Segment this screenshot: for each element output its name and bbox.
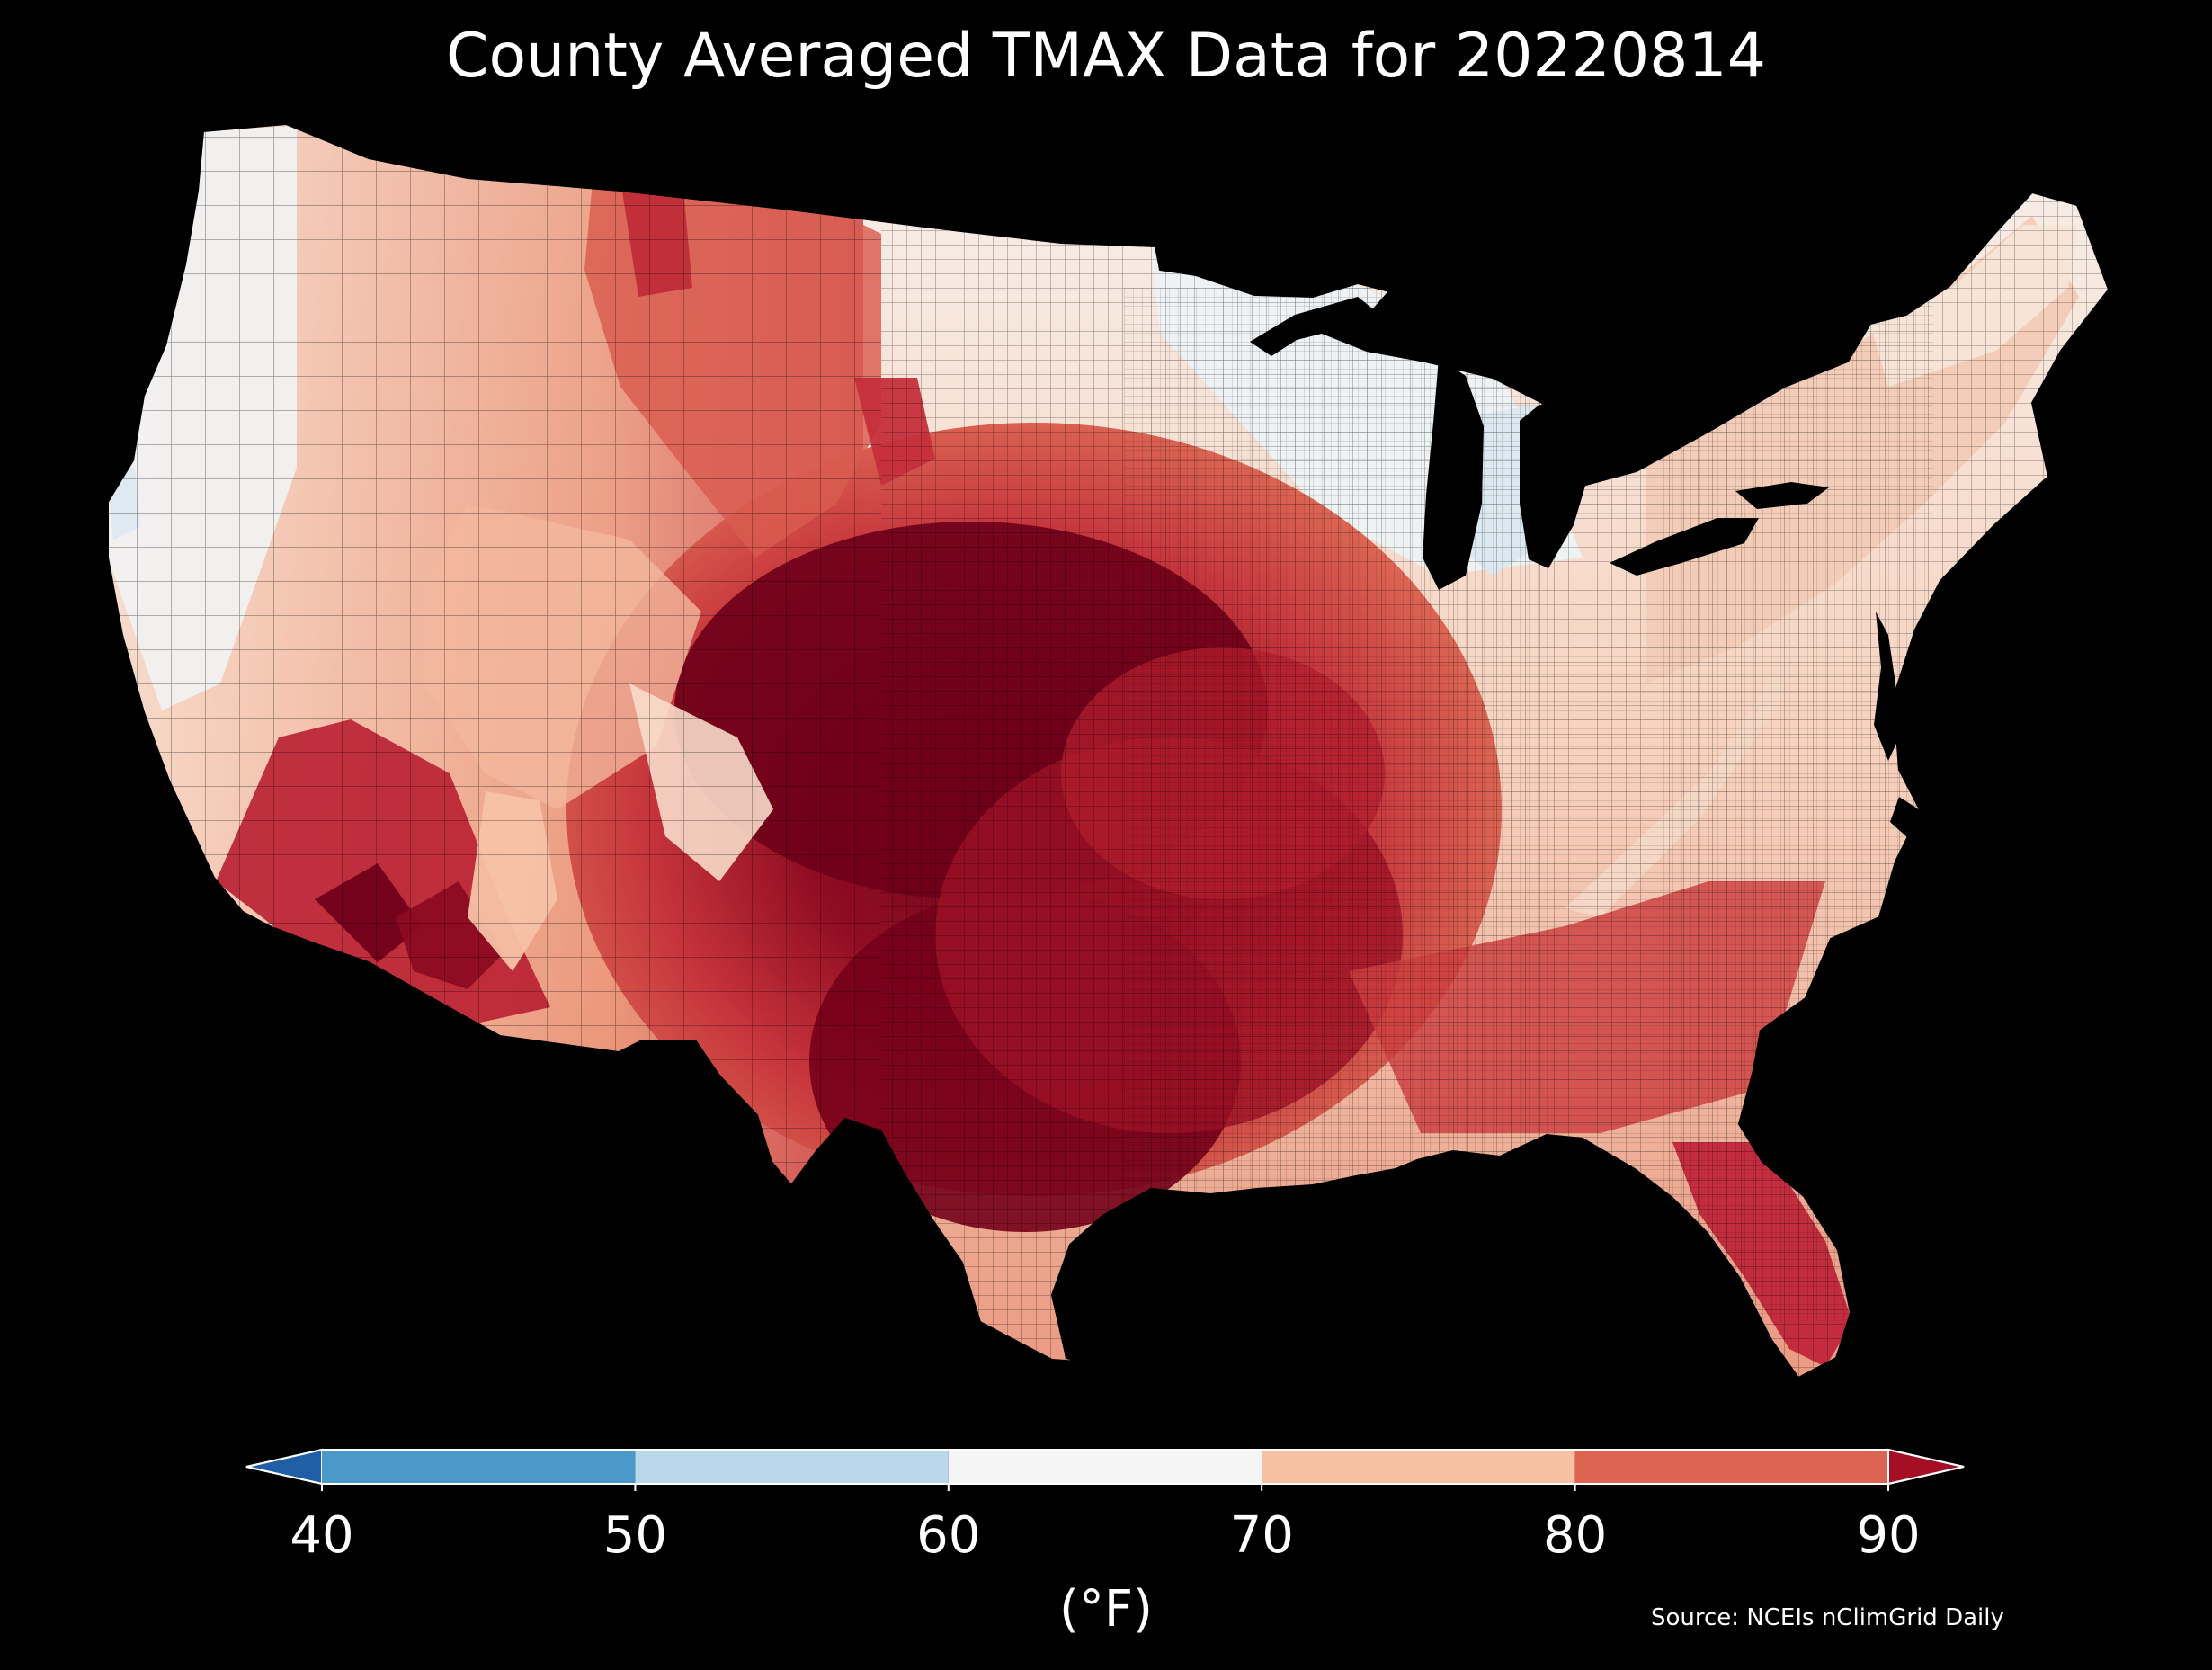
colorbar-over-arrow [1887,1448,1965,1486]
colorbar-bin-80-90 [1574,1450,1888,1484]
page-title: County Averaged TMAX Data for 20220814 [446,21,1766,92]
colorbar-bin-70-80 [1262,1450,1575,1484]
colorbar-tick-label: 50 [603,1506,667,1565]
colorbar-bin-50-60 [635,1450,949,1484]
colorbar-bin-60-70 [948,1450,1262,1484]
colorbar-unit-label: (°F) [1059,1580,1153,1639]
colorbar-tick-label: 60 [916,1506,980,1565]
source-note: Source: NCEIs nClimGrid Daily [1651,1604,2004,1631]
colorbar-under-arrow [245,1448,323,1486]
great-lakes [1250,297,1829,590]
colorbar-tick-label: 70 [1230,1506,1294,1565]
colorbar-tick-label: 80 [1543,1506,1607,1565]
colorbar-bin-40-50 [322,1450,636,1484]
colorbar-tick-label: 90 [1856,1506,1920,1565]
colorbar-tick-label: 40 [290,1506,353,1565]
